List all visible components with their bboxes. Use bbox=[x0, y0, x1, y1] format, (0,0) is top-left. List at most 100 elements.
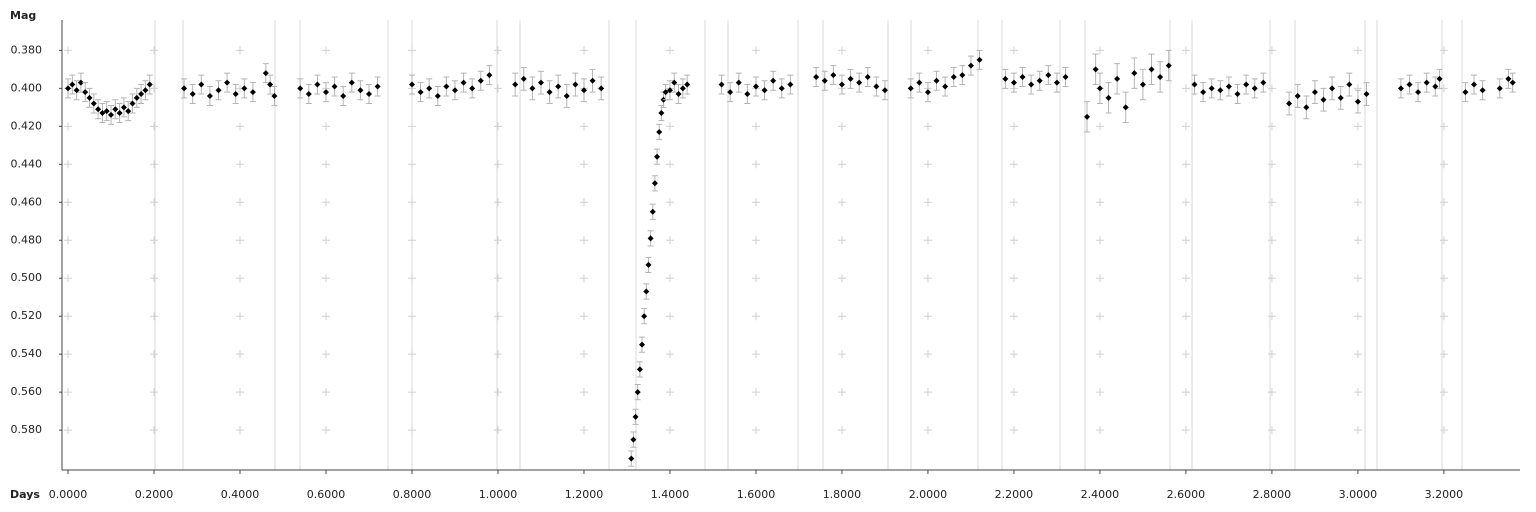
grid-cross bbox=[1353, 198, 1362, 207]
data-point bbox=[821, 77, 828, 84]
data-point bbox=[718, 81, 725, 88]
grid-cross bbox=[1009, 236, 1018, 245]
data-point bbox=[486, 72, 493, 79]
data-point bbox=[95, 106, 102, 113]
grid-cross bbox=[493, 84, 502, 93]
grid-cross bbox=[64, 46, 73, 55]
grid-cross bbox=[1353, 312, 1362, 321]
grid-cross bbox=[1009, 350, 1018, 359]
data-point bbox=[206, 92, 213, 99]
data-point bbox=[636, 366, 643, 373]
grid-cross bbox=[236, 236, 245, 245]
grid-cross bbox=[1353, 236, 1362, 245]
grid-cross bbox=[1353, 46, 1362, 55]
y-tick-label: 0.540 bbox=[11, 347, 43, 360]
grid-cross bbox=[751, 236, 760, 245]
data-point bbox=[1286, 100, 1293, 107]
grid-cross bbox=[579, 122, 588, 131]
y-tick-label: 0.520 bbox=[11, 309, 43, 322]
grid-cross bbox=[837, 426, 846, 435]
data-point bbox=[120, 104, 127, 111]
data-point bbox=[662, 89, 669, 96]
data-point bbox=[365, 91, 372, 98]
data-point bbox=[924, 89, 931, 96]
grid-cross bbox=[1267, 160, 1276, 169]
grid-cross bbox=[1353, 426, 1362, 435]
data-point bbox=[434, 92, 441, 99]
grid-cross bbox=[665, 46, 674, 55]
grid-cross bbox=[1095, 46, 1104, 55]
grid-cross bbox=[493, 46, 502, 55]
data-point bbox=[374, 83, 381, 90]
grid-cross bbox=[579, 160, 588, 169]
grid-cross bbox=[751, 426, 760, 435]
grid-cross bbox=[579, 198, 588, 207]
grid-cross bbox=[1181, 236, 1190, 245]
grid-cross bbox=[1267, 274, 1276, 283]
grid-cross bbox=[150, 122, 159, 131]
data-point bbox=[830, 72, 837, 79]
data-point bbox=[658, 110, 665, 117]
grid-cross bbox=[579, 312, 588, 321]
grid-cross bbox=[493, 388, 502, 397]
data-point bbox=[99, 110, 106, 117]
data-point bbox=[813, 73, 820, 80]
data-point bbox=[654, 153, 661, 160]
grid-cross bbox=[150, 198, 159, 207]
data-point bbox=[1303, 104, 1310, 111]
x-tick-label: 0.8000 bbox=[393, 488, 432, 501]
grid-cross bbox=[923, 198, 932, 207]
grid-cross bbox=[665, 312, 674, 321]
data-point bbox=[643, 288, 650, 295]
data-point bbox=[1436, 75, 1443, 82]
data-point bbox=[1084, 113, 1091, 120]
y-tick-label: 0.420 bbox=[11, 119, 43, 132]
data-point bbox=[1294, 92, 1301, 99]
data-point bbox=[1470, 81, 1477, 88]
grid-cross bbox=[1009, 160, 1018, 169]
grid-cross bbox=[1439, 236, 1448, 245]
grid-cross bbox=[236, 198, 245, 207]
data-point bbox=[967, 62, 974, 69]
grid-cross bbox=[150, 388, 159, 397]
grid-cross bbox=[150, 350, 159, 359]
grid-cross bbox=[493, 274, 502, 283]
data-point bbox=[1191, 81, 1198, 88]
data-point bbox=[129, 100, 136, 107]
grid-cross bbox=[1009, 198, 1018, 207]
data-point bbox=[864, 73, 871, 80]
data-point bbox=[426, 85, 433, 92]
data-point bbox=[1397, 85, 1404, 92]
grid-cross bbox=[579, 350, 588, 359]
grid-cross bbox=[923, 312, 932, 321]
data-point bbox=[112, 106, 119, 113]
data-point bbox=[976, 56, 983, 63]
grid-cross bbox=[1095, 274, 1104, 283]
x-tick-label: 2.4000 bbox=[1081, 488, 1120, 501]
grid-cross bbox=[321, 160, 330, 169]
data-point bbox=[357, 87, 364, 94]
data-point bbox=[1225, 83, 1232, 90]
grid-cross bbox=[1181, 312, 1190, 321]
data-point bbox=[641, 313, 648, 320]
data-point bbox=[537, 79, 544, 86]
x-tick-label: 1.6000 bbox=[737, 488, 776, 501]
data-point bbox=[942, 83, 949, 90]
data-point bbox=[744, 91, 751, 98]
data-point bbox=[1260, 79, 1267, 86]
data-point bbox=[778, 85, 785, 92]
grid-cross bbox=[665, 160, 674, 169]
x-tick-label: 2.2000 bbox=[995, 488, 1034, 501]
grid-cross bbox=[665, 198, 674, 207]
data-point bbox=[580, 87, 587, 94]
grid-cross bbox=[1181, 274, 1190, 283]
y-tick-label: 0.380 bbox=[11, 43, 43, 56]
grid-cross bbox=[150, 84, 159, 93]
data-point bbox=[907, 85, 914, 92]
grid-cross bbox=[1095, 388, 1104, 397]
grid-cross bbox=[1095, 198, 1104, 207]
grid-cross bbox=[923, 274, 932, 283]
grid-cross bbox=[837, 160, 846, 169]
data-point bbox=[189, 91, 196, 98]
data-point bbox=[224, 79, 231, 86]
